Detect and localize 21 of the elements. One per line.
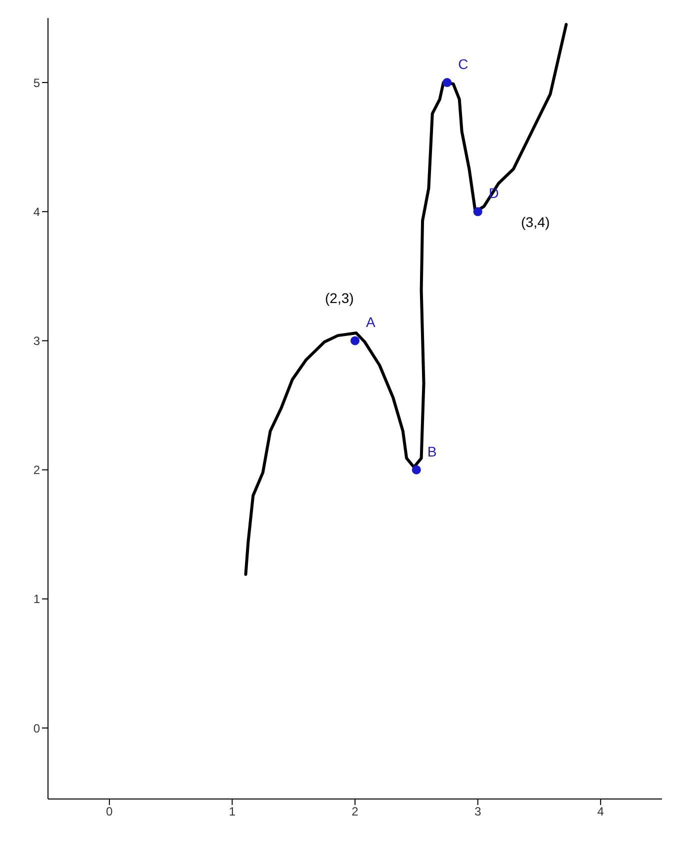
- data-label: C: [458, 56, 468, 72]
- data-label: B: [427, 443, 437, 460]
- y-tick-label: 0: [33, 721, 40, 736]
- x-tick-label: 0: [106, 804, 114, 819]
- line-series: [244, 22, 568, 576]
- x-tick-label: 1: [228, 804, 236, 819]
- y-tick-label: 5: [33, 76, 40, 90]
- point: [412, 465, 421, 474]
- y-tick-label: 2: [33, 463, 40, 478]
- x-tick-label: 3: [474, 804, 482, 819]
- point: [473, 207, 482, 216]
- point: [350, 336, 360, 346]
- y-tick-label: 4: [33, 204, 40, 219]
- point: [442, 78, 452, 88]
- annotation: (3,4): [521, 214, 550, 230]
- x-tick-label: 4: [597, 804, 604, 819]
- y-tick-label: 1: [33, 592, 40, 606]
- y-tick-label: 3: [33, 334, 40, 348]
- x-tick-label: 2: [352, 804, 359, 819]
- annotation: (2,3): [325, 290, 354, 306]
- data-label: A: [366, 314, 376, 330]
